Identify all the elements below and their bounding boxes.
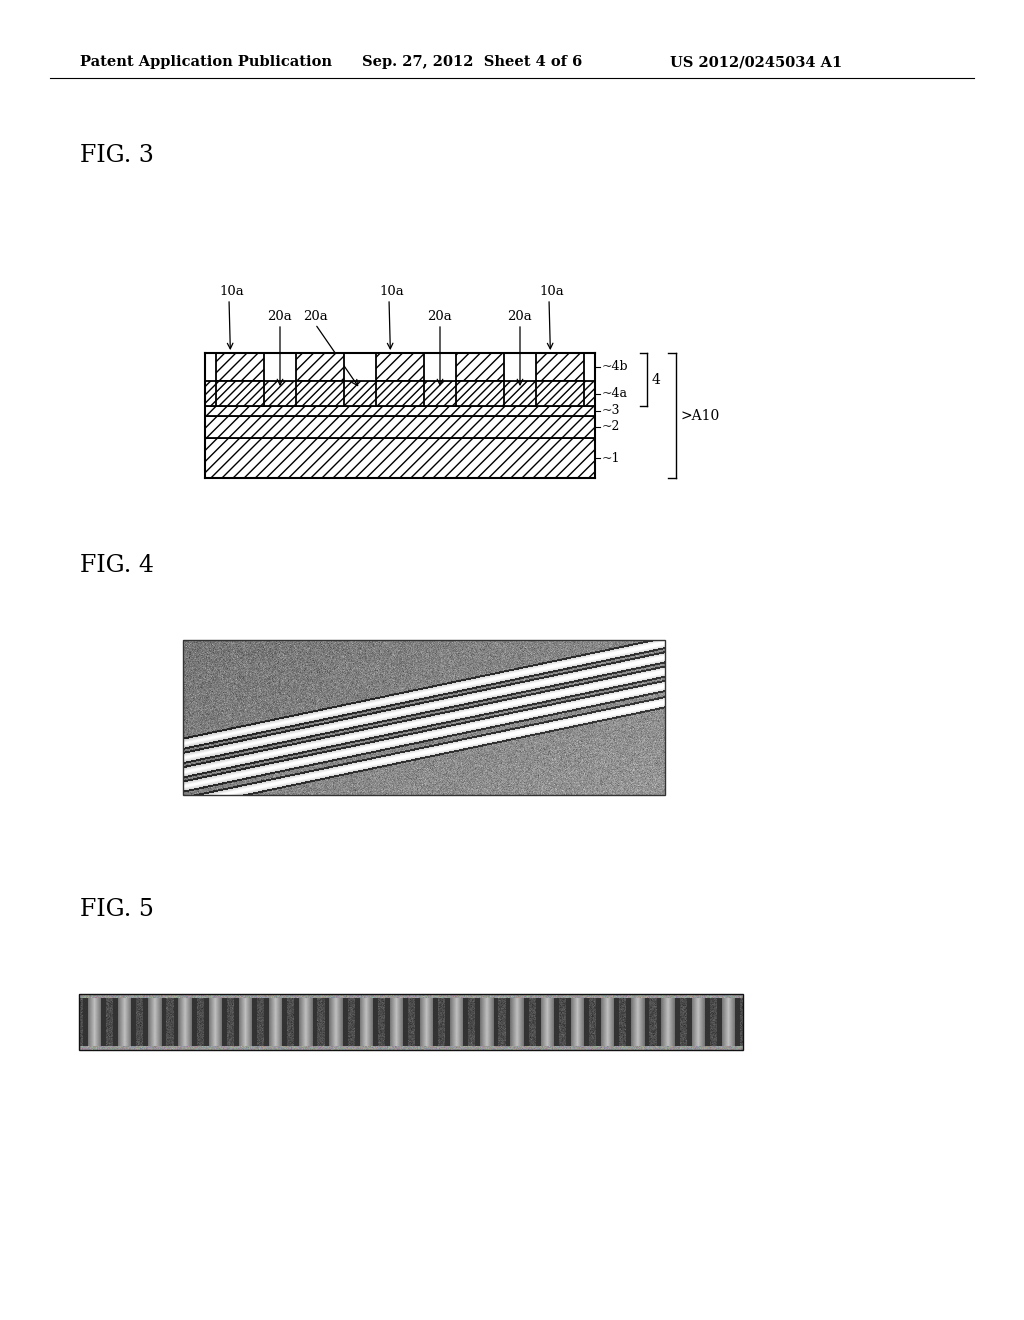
Text: ~1: ~1 bbox=[602, 451, 621, 465]
Text: ~4b: ~4b bbox=[602, 360, 629, 374]
Bar bbox=[456, 381, 504, 407]
Text: ~4a: ~4a bbox=[602, 387, 628, 400]
Bar bbox=[376, 381, 424, 407]
Text: 10a: 10a bbox=[540, 285, 564, 298]
Bar bbox=[79, 994, 743, 1049]
Text: 10a: 10a bbox=[380, 285, 404, 298]
Text: ~3: ~3 bbox=[602, 404, 621, 417]
Text: US 2012/0245034 A1: US 2012/0245034 A1 bbox=[670, 55, 843, 69]
Bar bbox=[216, 381, 264, 407]
Text: FIG. 3: FIG. 3 bbox=[80, 144, 154, 166]
Text: 10a: 10a bbox=[219, 285, 245, 298]
Text: FIG. 4: FIG. 4 bbox=[80, 553, 154, 577]
Text: 4: 4 bbox=[652, 372, 660, 387]
Text: 20a: 20a bbox=[267, 310, 293, 323]
Bar bbox=[216, 352, 264, 381]
Text: FIG. 5: FIG. 5 bbox=[80, 899, 154, 921]
Text: Sep. 27, 2012  Sheet 4 of 6: Sep. 27, 2012 Sheet 4 of 6 bbox=[362, 55, 583, 69]
Bar bbox=[205, 381, 595, 407]
Text: Patent Application Publication: Patent Application Publication bbox=[80, 55, 332, 69]
Text: 20a: 20a bbox=[508, 310, 532, 323]
Bar bbox=[296, 352, 344, 381]
Bar bbox=[536, 381, 584, 407]
Bar bbox=[456, 352, 504, 381]
Text: 20a: 20a bbox=[303, 310, 328, 323]
Bar bbox=[205, 407, 595, 416]
Bar bbox=[205, 438, 595, 478]
Text: 20a: 20a bbox=[428, 310, 453, 323]
Bar bbox=[183, 640, 665, 795]
Bar bbox=[296, 381, 344, 407]
Bar bbox=[376, 352, 424, 381]
Bar bbox=[536, 352, 584, 381]
Bar bbox=[205, 416, 595, 438]
Text: >A10: >A10 bbox=[681, 408, 720, 422]
Text: ~2: ~2 bbox=[602, 421, 621, 433]
